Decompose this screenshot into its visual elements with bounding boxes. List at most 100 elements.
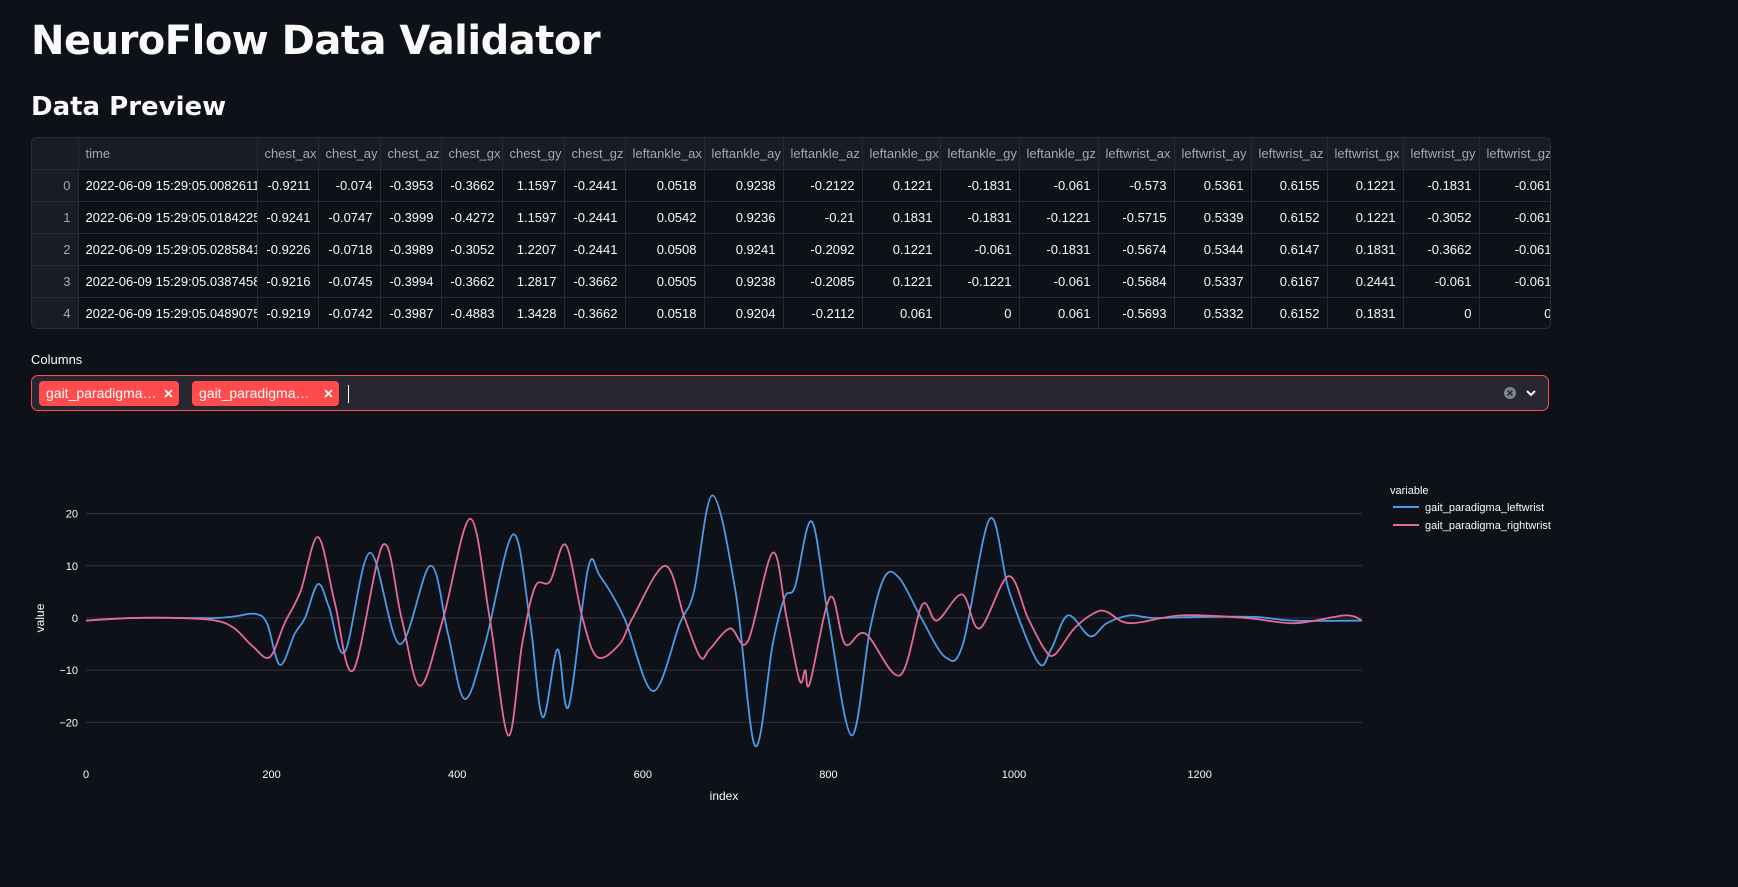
row-index: 3 (32, 265, 79, 298)
legend-label: gait_paradigma_leftwrist (1425, 502, 1544, 514)
cell: 0.1221 (1327, 201, 1404, 234)
cell: -0.3994 (380, 265, 442, 298)
cell: 0 (1479, 297, 1550, 328)
x-tick-label: 400 (448, 769, 466, 781)
series-line (85, 494, 1363, 748)
cell: 2022-06-09 15:29:05.028584192 (78, 233, 258, 266)
cell: -0.3052 (1403, 201, 1480, 234)
data-row: 4 2022-06-09 15:29:05.048907520 -0.9219 -0.… (32, 297, 1550, 328)
cell: 0.061 (1019, 297, 1099, 328)
y-axis-title: value (33, 603, 47, 632)
cell: -0.3662 (1403, 233, 1480, 266)
multiselect-label: Columns (31, 352, 83, 367)
cell: -0.3662 (441, 169, 503, 202)
cell: -0.5715 (1098, 201, 1175, 234)
cell: -0.3662 (564, 297, 626, 328)
cell: -0.1221 (1019, 201, 1099, 234)
cell: 0.0508 (625, 233, 705, 266)
cell: 0.6152 (1251, 201, 1328, 234)
data-row: 0 2022-06-09 15:29:05.008261120 -0.9211 -0.… (32, 169, 1550, 202)
column-header: leftankle_gx (862, 138, 941, 170)
cell: -0.1221 (940, 265, 1020, 298)
y-tick-label: 0 (72, 613, 78, 625)
cell: -0.2092 (783, 233, 863, 266)
chip[interactable]: gait_paradigma… (39, 381, 179, 406)
cell: -0.3989 (380, 233, 442, 266)
text-cursor (348, 385, 349, 403)
column-header: leftwrist_gx (1327, 138, 1404, 170)
cell: 0.9204 (704, 297, 784, 328)
clear-all[interactable] (1503, 386, 1517, 400)
cell: 0.6152 (1251, 297, 1328, 328)
cell: 0.5337 (1174, 265, 1252, 298)
row-index: 1 (32, 201, 79, 234)
cell: -0.4883 (441, 297, 503, 328)
cell: 1.2817 (502, 265, 565, 298)
chip[interactable]: gait_paradigma… (192, 381, 339, 406)
column-header: leftankle_az (783, 138, 863, 170)
cell: -0.0747 (318, 201, 381, 234)
cell: -0.21 (783, 201, 863, 234)
column-header: chest_ay (318, 138, 381, 170)
cell: 0.1831 (1327, 233, 1404, 266)
cell: -0.3662 (441, 265, 503, 298)
column-header: leftankle_ay (704, 138, 784, 170)
chip-remove[interactable] (164, 389, 173, 398)
column-header: chest_az (380, 138, 442, 170)
cell: -0.061 (1019, 169, 1099, 202)
cell: 2022-06-09 15:29:05.008261120 (78, 169, 258, 202)
cell: 0.1831 (1327, 297, 1404, 328)
chip-remove[interactable] (324, 389, 333, 398)
cell: 0.1221 (862, 169, 941, 202)
cell: -0.9216 (257, 265, 319, 298)
cell: 0.9241 (704, 233, 784, 266)
data-row: 1 2022-06-09 15:29:05.018422528 -0.9241 -0.… (32, 201, 1550, 234)
x-tick-label: 1200 (1187, 769, 1211, 781)
cell: -0.3953 (380, 169, 442, 202)
cell: -0.2122 (783, 169, 863, 202)
cell: 0.9238 (704, 265, 784, 298)
chip-text: gait_paradigma… (46, 385, 157, 401)
cell: -0.1831 (1403, 169, 1480, 202)
cell: -0.0742 (318, 297, 381, 328)
cell: 0.1221 (862, 265, 941, 298)
cell: -0.9226 (257, 233, 319, 266)
cell: -0.061 (1019, 265, 1099, 298)
legend-title: variable (1390, 485, 1429, 497)
cell: 0.0505 (625, 265, 705, 298)
section-title: Data Preview (31, 92, 227, 122)
column-header: time (78, 138, 258, 170)
dataframe[interactable]: time chest_ax chest_ay chest_az chest_gx ches… (31, 137, 1551, 329)
cell: -0.2441 (564, 233, 626, 266)
y-tick-label: −20 (59, 717, 78, 729)
cell: 0.1831 (862, 201, 941, 234)
chip-text: gait_paradigma… (199, 385, 310, 401)
column-header: leftankle_ax (625, 138, 705, 170)
cell: 0.061 (862, 297, 941, 328)
cell: -0.061 (1403, 265, 1480, 298)
cell: -0.1831 (940, 201, 1020, 234)
cell: -0.3999 (380, 201, 442, 234)
cell: -0.061 (1479, 169, 1550, 202)
column-header: leftwrist_ax (1098, 138, 1175, 170)
dropdown-toggle[interactable] (1525, 387, 1537, 399)
column-header: leftankle_gz (1019, 138, 1099, 170)
cell: -0.573 (1098, 169, 1175, 202)
app-title: NeuroFlow Data Validator (31, 18, 601, 64)
y-tick-label: 20 (66, 509, 78, 521)
column-header: chest_gy (502, 138, 565, 170)
cell: 2022-06-09 15:29:05.048907520 (78, 297, 258, 328)
data-row: 2 2022-06-09 15:29:05.028584192 -0.9226 -0.… (32, 233, 1550, 266)
legend-label: gait_paradigma_rightwrist (1425, 520, 1551, 532)
column-header: leftwrist_gz (1479, 138, 1550, 170)
cell: 0.0542 (625, 201, 705, 234)
x-tick-label: 600 (634, 769, 652, 781)
cell: 0.1221 (862, 233, 941, 266)
row-index: 2 (32, 233, 79, 266)
multiselect[interactable]: gait_paradigma… gait_paradigma… (31, 375, 1549, 411)
series-line (85, 517, 1363, 737)
cell: 0.9238 (704, 169, 784, 202)
cell: -0.061 (1479, 233, 1550, 266)
cell: 0 (1403, 297, 1480, 328)
